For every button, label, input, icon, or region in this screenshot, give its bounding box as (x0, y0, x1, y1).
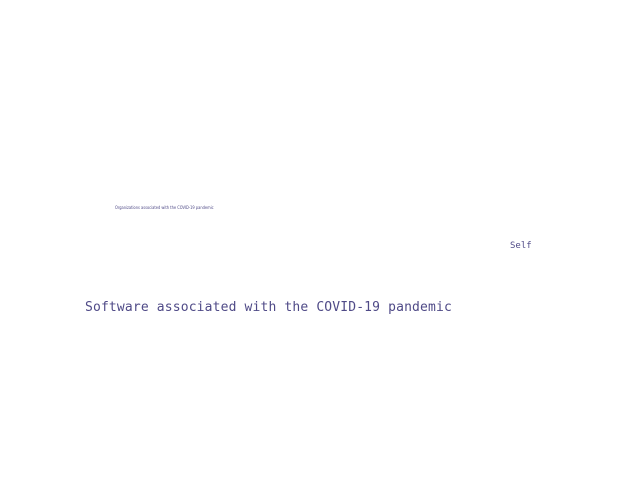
software-link[interactable]: Software associated with the COVID-19 pa… (85, 300, 452, 315)
organizations-link[interactable]: Organizations associated with the COVID-… (115, 205, 214, 210)
self-link[interactable]: Self (510, 241, 532, 251)
